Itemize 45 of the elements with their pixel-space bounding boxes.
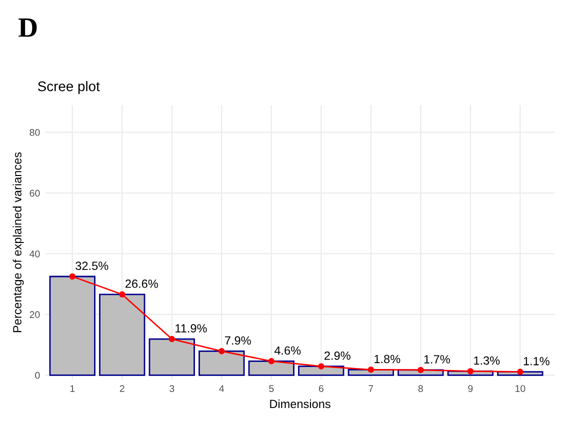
point — [467, 368, 474, 374]
x-tick-label: 2 — [120, 385, 124, 392]
chart-title: Scree plot — [38, 81, 100, 94]
x-tick-label: 4 — [219, 385, 224, 392]
data-label: 1.1% — [524, 356, 550, 366]
x-tick-label: 9 — [468, 385, 473, 392]
y-tick-label: 40 — [30, 250, 40, 258]
data-label: 2.9% — [324, 351, 350, 360]
y-tick-label: 80 — [30, 129, 40, 136]
bar — [248, 360, 294, 376]
x-tick-label: 7 — [368, 385, 374, 392]
y-tick-label: 0 — [35, 372, 40, 379]
bar — [198, 350, 245, 376]
point — [517, 368, 524, 375]
y-tick-label: 20 — [30, 311, 40, 318]
x-tick-label: 6 — [318, 385, 324, 392]
y-tick-label: 60 — [30, 190, 40, 197]
point — [118, 291, 126, 298]
x-tick-label: 3 — [170, 385, 174, 392]
point — [69, 273, 76, 280]
point — [268, 358, 275, 364]
x-tick-label: 10 — [516, 385, 526, 392]
data-label: 1.3% — [474, 356, 500, 365]
x-tick-label: 5 — [269, 385, 274, 392]
data-label: 32.5% — [76, 262, 108, 270]
y-axis-title: Percentage of explained variances — [12, 152, 24, 332]
point — [368, 366, 374, 373]
data-label: 7.9% — [225, 336, 251, 345]
bar — [49, 276, 96, 376]
text: D — [18, 18, 37, 37]
bar — [298, 366, 344, 376]
point — [318, 363, 324, 370]
data-label: 11.9% — [176, 324, 207, 333]
point — [418, 366, 424, 374]
x-tick-label: 1 — [70, 385, 75, 392]
x-axis-title: Dimensions — [270, 399, 330, 408]
point — [218, 348, 225, 354]
bar — [148, 338, 195, 376]
data-label: 1.7% — [424, 355, 450, 364]
point — [168, 336, 176, 342]
bar — [99, 294, 146, 376]
data-label: 26.6% — [125, 280, 158, 288]
data-label: 1.8% — [374, 354, 400, 364]
x-tick-label: 8 — [418, 385, 423, 392]
data-label: 4.6% — [274, 346, 301, 355]
